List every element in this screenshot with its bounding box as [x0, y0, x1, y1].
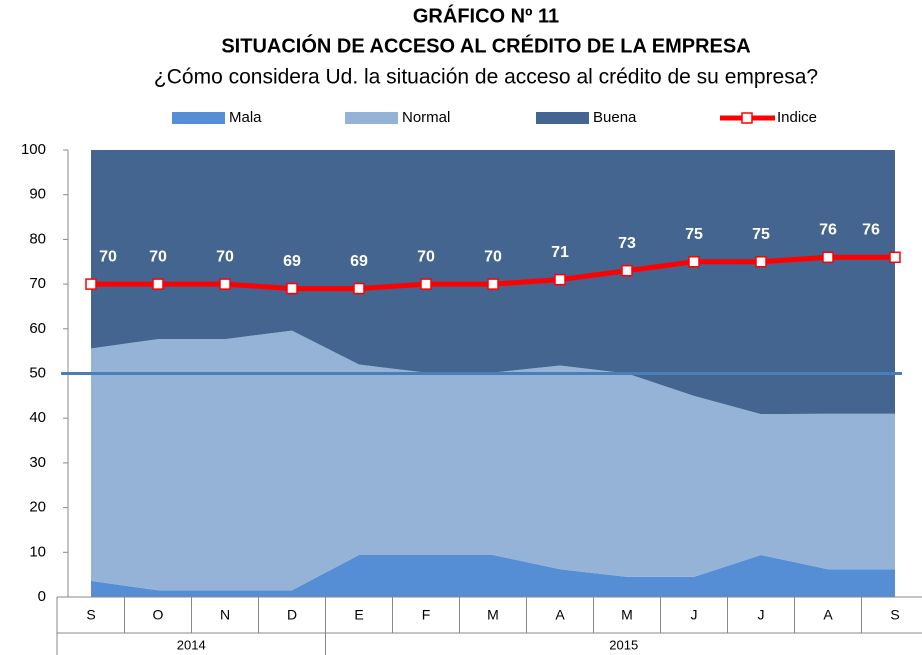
data-label: 75 [752, 226, 770, 243]
index-marker [152, 278, 164, 290]
chart-question: ¿Cómo considera Ud. la situación de acce… [154, 66, 818, 89]
y-tick-label: 0 [38, 588, 46, 605]
index-marker [219, 278, 231, 290]
data-label: 71 [551, 244, 569, 261]
chart-title: GRÁFICO Nº 11 [413, 4, 559, 27]
y-tick-label: 10 [29, 543, 46, 560]
x-tick-label: D [287, 607, 297, 623]
index-marker [889, 251, 901, 264]
index-marker [353, 282, 365, 295]
index-marker [286, 282, 298, 295]
index-marker [85, 278, 97, 290]
data-label: 70 [149, 248, 167, 265]
x-tick-label: J [758, 607, 765, 623]
x-tick-label: M [487, 607, 499, 623]
x-group-label: 2014 [177, 637, 206, 652]
x-tick-label: J [691, 607, 698, 623]
y-tick-label: 20 [29, 499, 46, 516]
index-marker [487, 278, 499, 290]
data-label: 73 [618, 235, 636, 252]
y-tick-label: 70 [29, 275, 46, 292]
index-marker [822, 251, 834, 264]
area-mala [91, 554, 895, 597]
data-label: 69 [350, 253, 368, 270]
x-group-label: 2015 [609, 637, 638, 652]
y-tick-label: 50 [29, 364, 46, 381]
data-label: 69 [283, 253, 301, 270]
x-tick-label: A [555, 607, 565, 623]
data-label: 70 [216, 248, 234, 265]
x-tick-label: A [823, 607, 833, 623]
index-marker [621, 264, 633, 277]
data-label: 76 [819, 221, 837, 238]
legend-marker [741, 112, 753, 124]
area-normal [91, 330, 895, 591]
legend-swatch [345, 112, 398, 124]
x-tick-label: M [621, 607, 633, 623]
y-tick-label: 40 [29, 409, 46, 426]
legend-label: Normal [402, 109, 450, 126]
index-marker [755, 256, 767, 268]
x-tick-label: N [220, 607, 230, 623]
data-label: 76 [862, 221, 880, 238]
y-tick-label: 30 [29, 454, 46, 471]
index-marker [420, 278, 432, 290]
index-marker [688, 256, 700, 268]
x-tick-label: F [422, 607, 431, 623]
data-label: 70 [484, 248, 502, 265]
y-tick-label: 60 [29, 320, 46, 337]
data-label: 70 [417, 248, 435, 265]
index-marker [554, 273, 566, 286]
legend-label: Indice [777, 109, 817, 126]
legend-label: Buena [593, 109, 637, 126]
chart-subtitle: SITUACIÓN DE ACCESO AL CRÉDITO DE LA EMP… [221, 33, 750, 57]
legend-swatch [172, 112, 225, 124]
x-tick-label: S [890, 607, 899, 623]
y-tick-label: 100 [21, 141, 46, 158]
x-tick-label: O [153, 607, 164, 623]
data-label: 70 [99, 248, 117, 265]
data-label: 75 [685, 226, 703, 243]
legend-swatch [536, 112, 589, 124]
x-tick-label: E [354, 607, 363, 623]
x-tick-label: S [86, 607, 95, 623]
y-tick-label: 80 [29, 230, 46, 247]
legend-label: Mala [229, 109, 262, 126]
y-tick-label: 90 [29, 186, 46, 203]
